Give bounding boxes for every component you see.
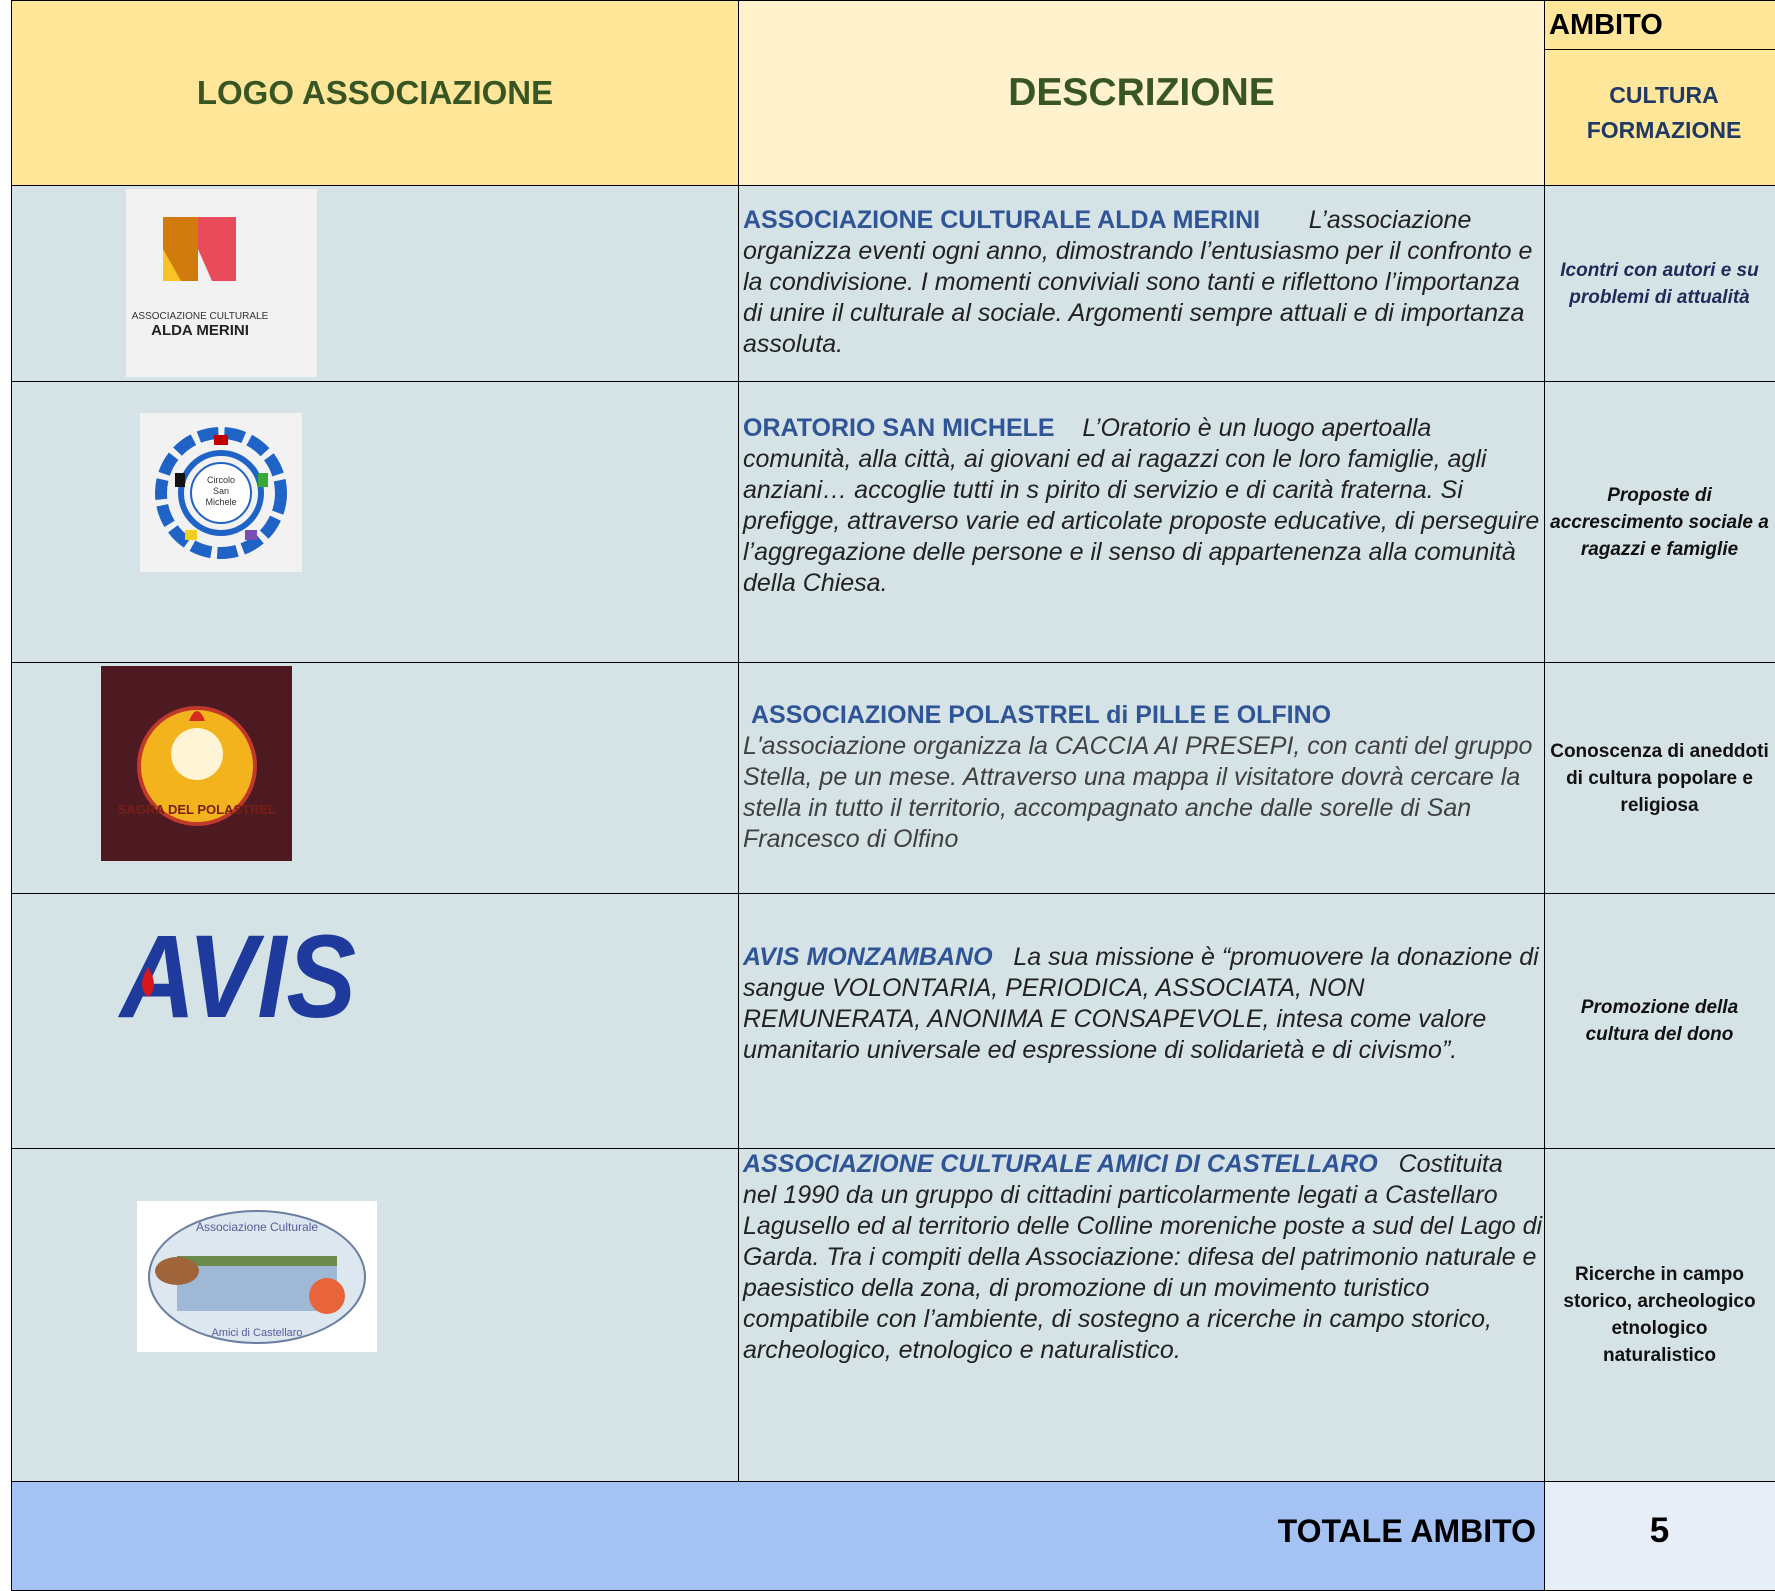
cell bbox=[738, 185, 1545, 382]
ambito-text: Proposte di accrescimento sociale a raga… bbox=[1550, 484, 1769, 560]
ambito-cell: Promozione della cultura del dono bbox=[1544, 893, 1775, 1149]
header-cell: DESCRIZIONE bbox=[738, 0, 1545, 186]
ambito-cell: Proposte di accrescimento sociale a raga… bbox=[1544, 381, 1775, 663]
logo-text: SAGRA DEL POLASTREL bbox=[118, 802, 276, 817]
cell bbox=[1544, 893, 1775, 1149]
description: AVIS MONZAMBANO La sua missione è “promu… bbox=[743, 942, 1543, 1066]
ambito-header: AMBITO bbox=[1544, 0, 1775, 50]
ambito-cell: Icontri con autori e su problemi di attu… bbox=[1544, 185, 1775, 382]
ambito-text: Conoscenza di aneddoti di cultura popola… bbox=[1550, 740, 1769, 816]
header-logo-title: LOGO ASSOCIAZIONE bbox=[196, 74, 554, 111]
total-value-cell bbox=[1544, 1481, 1775, 1591]
description: ASSOCIAZIONE CULTURALE AMICI DI CASTELLA… bbox=[743, 1149, 1543, 1366]
logo-san-michele: Circolo San Michele bbox=[140, 413, 302, 572]
association-description: L’Oratorio è un luogo apertoalla comunit… bbox=[743, 414, 1540, 597]
cell bbox=[11, 381, 739, 663]
logo-text: AVIS bbox=[118, 912, 356, 1032]
logo-text: ASSOCIAZIONE CULTURALE bbox=[132, 311, 269, 322]
association-name: ASSOCIAZIONE POLASTREL di PILLE E OLFINO bbox=[751, 701, 1332, 729]
logo-text: ALDA MERINI bbox=[151, 322, 249, 339]
total-value-wrap: 5 bbox=[1544, 1481, 1775, 1581]
description: ASSOCIAZIONE CULTURALE ALDA MERINI L’ass… bbox=[743, 205, 1543, 360]
association-description: Costituita nel 1990 da un gruppo di citt… bbox=[743, 1150, 1543, 1364]
logo-castellaro: Associazione Culturale Amici di Castella… bbox=[137, 1201, 377, 1352]
cell bbox=[11, 185, 739, 382]
association-name: ASSOCIAZIONE CULTURALE AMICI DI CASTELLA… bbox=[743, 1150, 1378, 1178]
cell bbox=[738, 1148, 1545, 1482]
logo-avis: AVIS bbox=[118, 912, 356, 1032]
cell bbox=[1544, 1148, 1775, 1482]
description: ORATORIO SAN MICHELE L’Oratorio è un luo… bbox=[743, 413, 1543, 599]
cell bbox=[738, 381, 1545, 663]
logo-polastrel: SAGRA DEL POLASTREL bbox=[101, 666, 292, 861]
total-label: TOTALE AMBITO bbox=[1277, 1512, 1536, 1549]
header-cell: LOGO ASSOCIAZIONE bbox=[11, 0, 739, 186]
logo-text: Amici di Castellaro bbox=[211, 1327, 302, 1339]
ambito-text: Ricerche in campo storico, archeologico … bbox=[1563, 1264, 1756, 1366]
ambito-cell: Conoscenza di aneddoti di cultura popola… bbox=[1544, 662, 1775, 894]
ambito-subtitle: CULTURA FORMAZIONE bbox=[1586, 82, 1742, 143]
cell bbox=[11, 893, 739, 1149]
ambito-cell: Ricerche in campo storico, archeologico … bbox=[1544, 1148, 1775, 1482]
total-cell bbox=[11, 1481, 1545, 1591]
association-name: AVIS MONZAMBANO bbox=[743, 943, 993, 971]
association-description: L'associazione organizza la CACCIA AI PR… bbox=[743, 732, 1533, 853]
association-name: ASSOCIAZIONE CULTURALE ALDA MERINI bbox=[743, 206, 1261, 234]
header-description-title: DESCRIZIONE bbox=[1008, 71, 1275, 114]
logo-text: San bbox=[213, 486, 229, 496]
association-description: La sua missione è “promuovere la donazio… bbox=[743, 943, 1539, 1064]
total-value: 5 bbox=[1649, 1511, 1670, 1550]
association-name: ORATORIO SAN MICHELE bbox=[743, 414, 1055, 442]
total-label-wrap: TOTALE AMBITO bbox=[11, 1481, 1536, 1581]
association-description: L’associazione organizza eventi ogni ann… bbox=[743, 206, 1533, 358]
cell bbox=[738, 893, 1545, 1149]
ambito-text: Promozione della cultura del dono bbox=[1580, 997, 1739, 1045]
ambito-text: Icontri con autori e su problemi di attu… bbox=[1560, 259, 1759, 308]
logo-text: Associazione Culturale bbox=[196, 1220, 318, 1234]
cell bbox=[1544, 381, 1775, 663]
ambito-sub-header: CULTURA FORMAZIONE bbox=[1544, 49, 1775, 186]
description: ASSOCIAZIONE POLASTREL di PILLE E OLFINO… bbox=[743, 700, 1543, 855]
logo-alda-merini: ASSOCIAZIONE CULTURALE ALDA MERINI bbox=[126, 189, 317, 377]
ambito-title: AMBITO bbox=[1549, 9, 1663, 41]
logo-text: Circolo bbox=[207, 475, 235, 485]
cell bbox=[1544, 185, 1775, 382]
logo-text: Michele bbox=[205, 497, 236, 507]
